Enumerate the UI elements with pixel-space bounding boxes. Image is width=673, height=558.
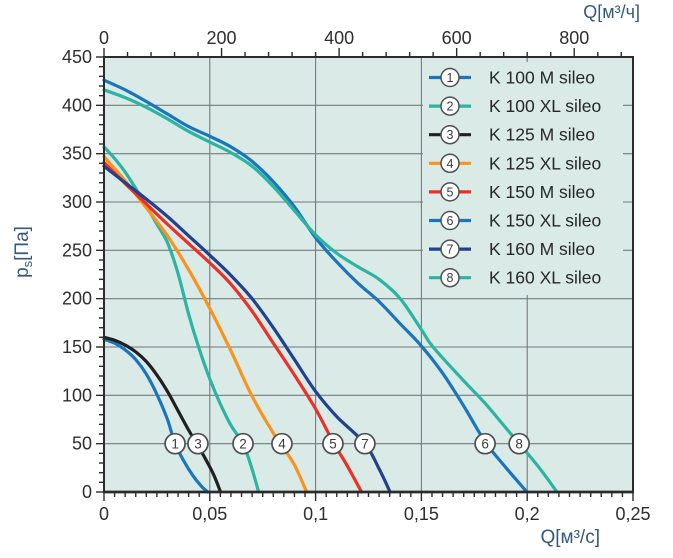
- legend-number-circle: [440, 267, 460, 288]
- y-tick-label: 450: [62, 47, 92, 67]
- legend-number: 4: [447, 157, 454, 171]
- legend-number-circle: [440, 124, 460, 145]
- x-bottom-tick-label: 0,25: [615, 504, 650, 524]
- x-bottom-tick-label: 0: [99, 504, 109, 524]
- y-axis-label: ps[Па]: [12, 226, 35, 278]
- y-tick-label: 50: [72, 434, 92, 454]
- x-top-tick-label: 200: [207, 28, 237, 48]
- x-bottom-tick-label: 0,15: [404, 504, 439, 524]
- legend-label: K 125 M sileo: [489, 125, 595, 145]
- legend-label: K 150 XL sileo: [489, 211, 601, 231]
- curve-6: [102, 78, 529, 494]
- curve-marker-circle-3: [187, 432, 209, 455]
- x-top-tick-label: 600: [442, 28, 472, 48]
- curve-marker-number: 3: [194, 437, 202, 452]
- axis-unit-labels: Q[м³/ч] Q[м³/с] ps[Па]: [12, 2, 640, 548]
- curve-marker-circle-4: [271, 432, 293, 455]
- curve-marker-circle-8: [508, 432, 531, 455]
- y-tick-label: 0: [82, 482, 92, 502]
- curve-marker-circle-1: [164, 432, 186, 455]
- legend-entry-4: 4 K 125 XL sileo: [429, 153, 601, 173]
- curve-2: [102, 145, 261, 494]
- curve-marker-circle-5: [322, 432, 344, 455]
- legend-number-circle: [440, 239, 460, 259]
- y-tick-label: 150: [62, 337, 92, 357]
- curve-markers: 1 2 3 4 5 6 7 8: [164, 432, 531, 455]
- curve-marker-number: 1: [171, 437, 179, 452]
- legend-entry-8: 8 K 160 XL sileo: [429, 268, 601, 288]
- x-bottom-tick-label: 0,1: [303, 504, 328, 524]
- y-tick-label: 200: [62, 289, 92, 309]
- curve-3: [102, 335, 223, 494]
- legend-entry-5: 5 K 150 M sileo: [429, 182, 595, 202]
- curve-marker-circle-7: [354, 432, 376, 455]
- x-bottom-axis-label: Q[м³/с]: [540, 527, 600, 548]
- curve-marker-number: 7: [361, 437, 369, 452]
- x-top-axis-label: Q[м³/ч]: [583, 2, 640, 22]
- legend-number-circle: [440, 67, 460, 88]
- legend-label: K 125 XL sileo: [489, 153, 601, 173]
- y-tick-label: 400: [62, 95, 92, 115]
- x-bottom-tick-label: 0,05: [192, 504, 227, 524]
- y-tick-label: 250: [62, 240, 92, 260]
- legend-number: 7: [447, 243, 454, 257]
- x-top-tick-label: 400: [324, 28, 354, 48]
- y-tick-label: 100: [62, 385, 92, 405]
- curve-1: [102, 337, 210, 494]
- y-tick-label: 350: [62, 144, 92, 164]
- legend-number: 5: [447, 185, 454, 199]
- legend-label: K 150 M sileo: [489, 182, 595, 202]
- legend-number: 2: [447, 100, 454, 114]
- legend-label: K 100 M sileo: [489, 68, 595, 88]
- legend-number-circle: [440, 210, 460, 231]
- legend-entry-7: 7 K 160 M sileo: [429, 239, 595, 259]
- legend-number: 8: [447, 271, 454, 285]
- legend-label: K 160 XL sileo: [489, 268, 601, 288]
- legend-number-circle: [440, 96, 460, 116]
- legend-number-circle: [440, 153, 460, 174]
- curve-8: [102, 88, 559, 494]
- legend: 1 K 100 M sileo 2 K 100 XL sileo 3 K 125 M si…: [423, 62, 623, 295]
- legend-number: 3: [447, 128, 454, 142]
- legend-label: K 160 M sileo: [489, 239, 595, 259]
- legend-label: K 100 XL sileo: [489, 96, 601, 116]
- curve-marker-number: 8: [515, 437, 523, 452]
- legend-entry-6: 6 K 150 XL sileo: [429, 211, 601, 231]
- legend-number-circle: [440, 182, 460, 202]
- curve-marker-number: 2: [239, 437, 247, 452]
- curve-marker-circle-6: [474, 432, 496, 455]
- legend-entry-1: 1 K 100 M sileo: [429, 68, 595, 88]
- x-top-tick-label: 0: [99, 28, 109, 48]
- legend-number: 6: [447, 214, 454, 228]
- curve-marker-number: 6: [481, 437, 489, 452]
- gridlines: [104, 57, 633, 492]
- legend-entry-3: 3 K 125 M sileo: [429, 125, 595, 145]
- y-tick-label: 300: [62, 192, 92, 212]
- legend-entry-2: 2 K 100 XL sileo: [429, 96, 601, 116]
- legend-number: 1: [447, 71, 454, 85]
- x-top-tick-label: 800: [559, 28, 589, 48]
- curve-marker-number: 4: [278, 437, 286, 452]
- curve-marker-circle-2: [232, 432, 254, 455]
- x-bottom-tick-label: 0,2: [515, 504, 540, 524]
- curve-marker-number: 5: [329, 437, 337, 452]
